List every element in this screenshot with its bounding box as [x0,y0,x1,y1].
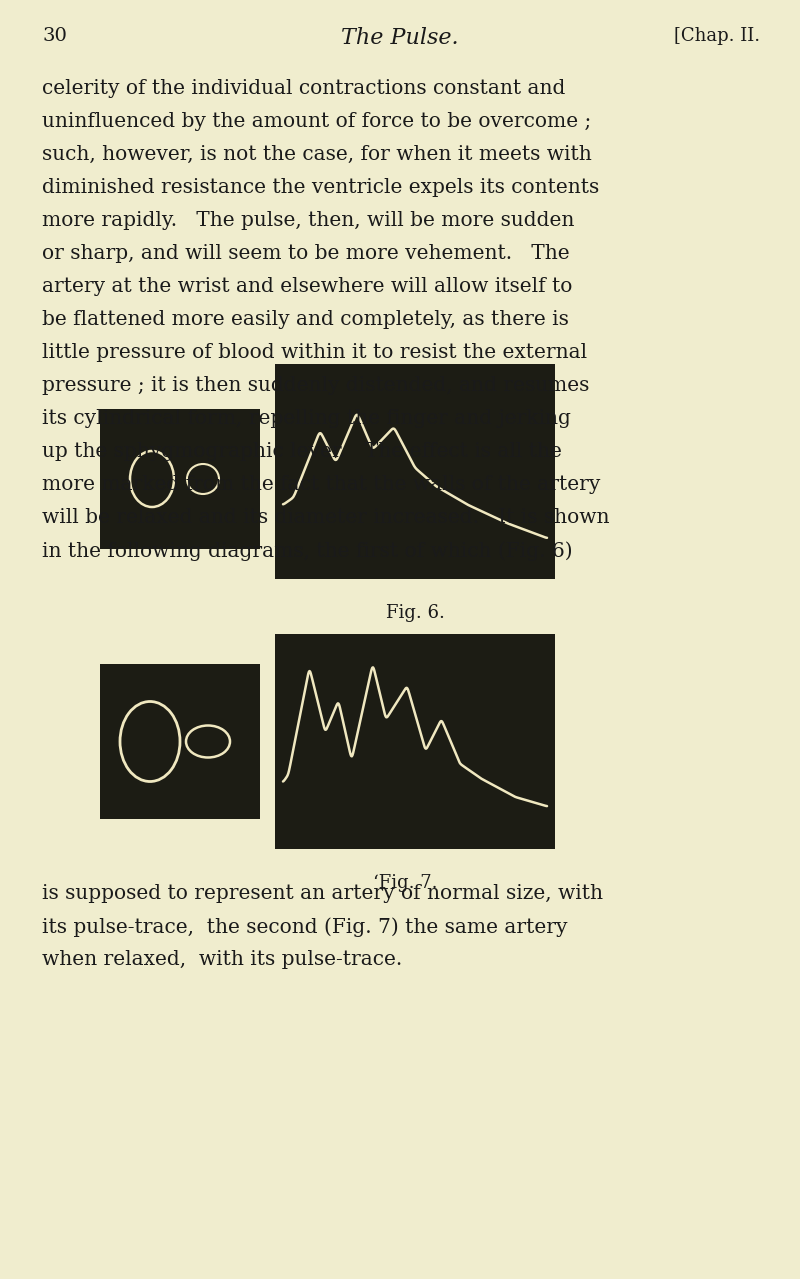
Text: Fig. 6.: Fig. 6. [386,604,445,622]
Text: 30: 30 [42,27,67,45]
Bar [275,634,555,849]
Text: artery at the wrist and elsewhere will allow itself to: artery at the wrist and elsewhere will a… [42,278,572,295]
Bar [100,409,260,549]
Text: when relaxed,  with its pulse-trace.: when relaxed, with its pulse-trace. [42,950,402,969]
Text: more rapidly.   The pulse, then, will be more sudden: more rapidly. The pulse, then, will be m… [42,211,574,230]
Text: or sharp, and will seem to be more vehement.   The: or sharp, and will seem to be more vehem… [42,244,570,263]
Text: will be relaxed and its diameter increased.   It is shown: will be relaxed and its diameter increas… [42,508,610,527]
Text: its pulse-trace,  the second (Fig. 7) the same artery: its pulse-trace, the second (Fig. 7) the… [42,917,567,936]
Text: be flattened more easily and completely, as there is: be flattened more easily and completely,… [42,310,569,329]
Text: little pressure of blood within it to resist the external: little pressure of blood within it to re… [42,343,587,362]
Bar [275,365,555,579]
Text: ‘Fig. 7.: ‘Fig. 7. [373,874,438,891]
Text: more marked from the fact that the walls of the artery: more marked from the fact that the walls… [42,475,600,494]
Text: in the following diagrams, the first of which (Fig. 6): in the following diagrams, the first of … [42,541,573,560]
Text: The Pulse.: The Pulse. [341,27,459,49]
Text: uninfluenced by the amount of force to be overcome ;: uninfluenced by the amount of force to b… [42,113,591,130]
Text: celerity of the individual contractions constant and: celerity of the individual contractions … [42,79,566,98]
Text: up the sphygmographic lever.   The effect is all the: up the sphygmographic lever. The effect … [42,443,562,460]
Text: its cylindrical form, repelling the finger and jerking: its cylindrical form, repelling the fing… [42,409,571,428]
Text: diminished resistance the ventricle expels its contents: diminished resistance the ventricle expe… [42,178,599,197]
Text: [Chap. II.: [Chap. II. [674,27,760,45]
Bar [100,664,260,819]
Text: pressure ; it is then suddenly distended, and resumes: pressure ; it is then suddenly distended… [42,376,590,395]
Text: such, however, is not the case, for when it meets with: such, however, is not the case, for when… [42,145,592,164]
Text: is supposed to represent an artery of normal size, with: is supposed to represent an artery of no… [42,884,603,903]
